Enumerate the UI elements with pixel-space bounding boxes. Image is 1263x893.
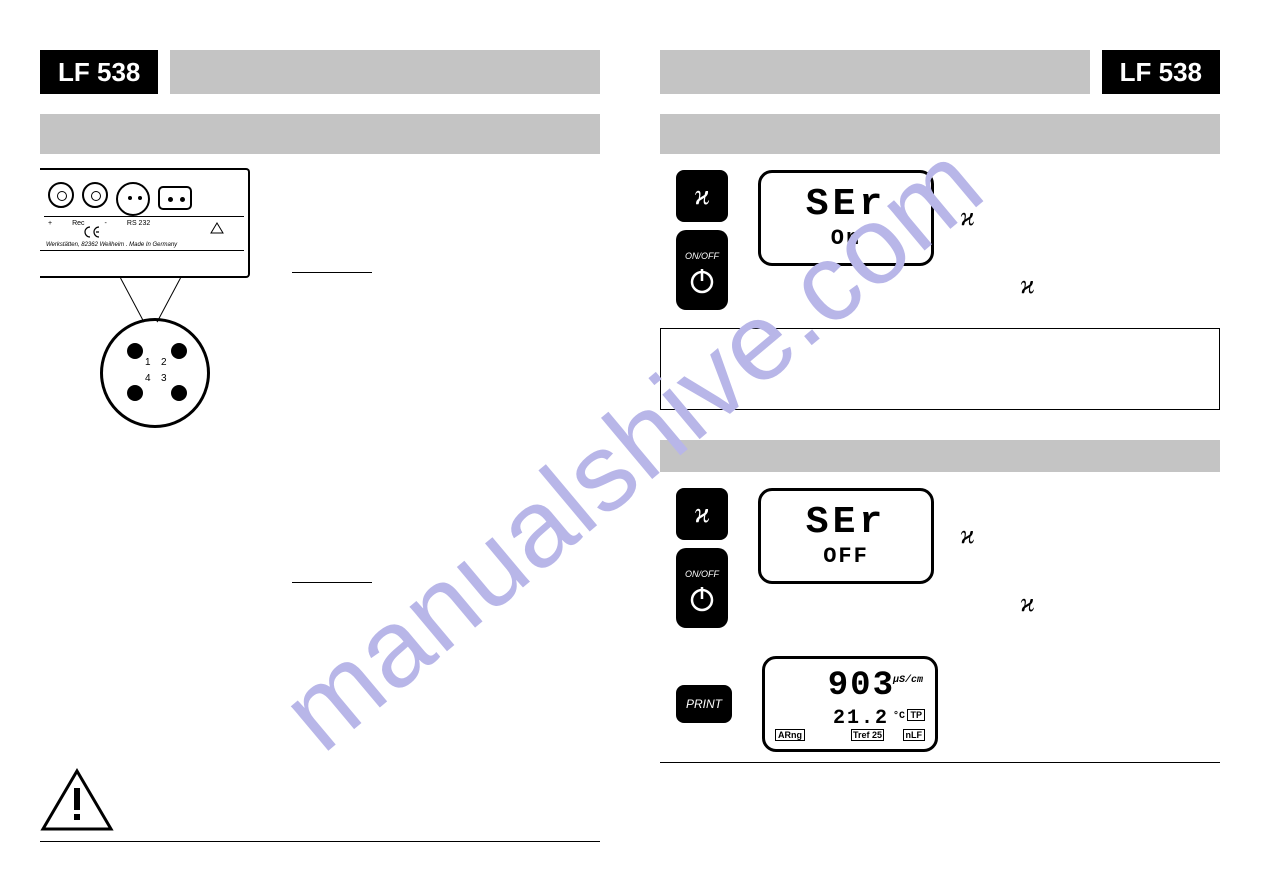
lcd-ser-off-line2: OFF (823, 544, 869, 569)
right-section-bar-2 (660, 440, 1220, 472)
right-footer-rule (660, 762, 1220, 763)
lcd-ser-off-line1: SEr (806, 504, 886, 542)
measurement-unit: µS/cm (893, 675, 923, 686)
power-socket-icon (158, 186, 192, 210)
onoff-button-2[interactable]: ON/OFF (676, 548, 728, 628)
tp-indicator: TP (907, 709, 925, 721)
power-icon (687, 265, 717, 295)
rs232-socket-icon (116, 182, 150, 216)
warning-small-icon (210, 222, 224, 234)
tref-indicator: Tref 25 (851, 729, 884, 741)
kappa-annotation-3: ϰ (960, 520, 975, 550)
lcd-ser-on-line2: On (831, 226, 861, 251)
right-header-bar (660, 50, 1090, 94)
kappa-button-2[interactable]: ϰ (676, 488, 728, 540)
onoff-label-2: ON/OFF (685, 569, 719, 579)
warning-triangle-icon (40, 768, 114, 832)
print-button[interactable]: PRINT (676, 685, 732, 723)
temperature-value: 21.2 (833, 707, 889, 730)
rec-minus-socket-icon (82, 182, 108, 208)
din-pin-4: 4 (127, 385, 143, 401)
kappa-icon-2: ϰ (694, 498, 710, 530)
right-header: LF 538 (660, 50, 1220, 94)
measurement-value: 903 (828, 669, 895, 703)
rec-minus-label: - (105, 220, 107, 227)
rear-panel-diagram: + Rec - RS 232 Werkstätten, 82362 Weilhe… (40, 168, 250, 278)
left-page: LF 538 + Rec - RS 232 Werkstätten, 823 (40, 50, 600, 842)
arng-indicator: ARng (775, 729, 805, 741)
lcd-measurement: 903 µS/cm 21.2 °C TP ARng Tref 25 nLF (762, 656, 938, 752)
divider-1 (292, 272, 372, 273)
rec-plus-socket-icon (48, 182, 74, 208)
kappa-icon: ϰ (694, 180, 710, 212)
print-label: PRINT (686, 697, 722, 711)
din-pin-2: 2 (171, 343, 187, 359)
kappa-annotation-4: ϰ (1020, 588, 1035, 618)
divider-2 (292, 582, 372, 583)
left-section-bar (40, 114, 600, 154)
right-page: LF 538 ϰ ON/OFF SEr On ϰ ϰ ϰ (660, 50, 1220, 763)
lcd-ser-on-line1: SEr (806, 186, 886, 224)
din-connector-detail: 1 2 3 4 (40, 278, 250, 438)
rec-plus-label: + (48, 220, 52, 227)
left-header: LF 538 (40, 50, 600, 94)
lcd-ser-off: SEr OFF (758, 488, 934, 584)
temperature-unit: °C (893, 711, 905, 722)
din-pin-3: 3 (171, 385, 187, 401)
kappa-button[interactable]: ϰ (676, 170, 728, 222)
ce-mark-icon (84, 226, 102, 238)
nlf-indicator: nLF (903, 729, 926, 741)
model-tag-right: LF 538 (1102, 50, 1220, 94)
power-icon-2 (687, 583, 717, 613)
kappa-annotation-2: ϰ (1020, 270, 1035, 300)
rec-label: Rec (72, 220, 84, 227)
onoff-label: ON/OFF (685, 251, 719, 261)
din-pin-1: 1 (127, 343, 143, 359)
kappa-annotation-1: ϰ (960, 202, 975, 232)
left-header-bar (170, 50, 600, 94)
left-footer-rule (40, 841, 600, 842)
right-section-bar-1 (660, 114, 1220, 154)
lcd-ser-on: SEr On (758, 170, 934, 266)
model-tag-left: LF 538 (40, 50, 158, 94)
rs232-label: RS 232 (127, 220, 150, 227)
made-in-label: Werkstätten, 82362 Weilheim . Made In Ge… (46, 242, 177, 248)
onoff-button[interactable]: ON/OFF (676, 230, 728, 310)
note-box (660, 328, 1220, 410)
